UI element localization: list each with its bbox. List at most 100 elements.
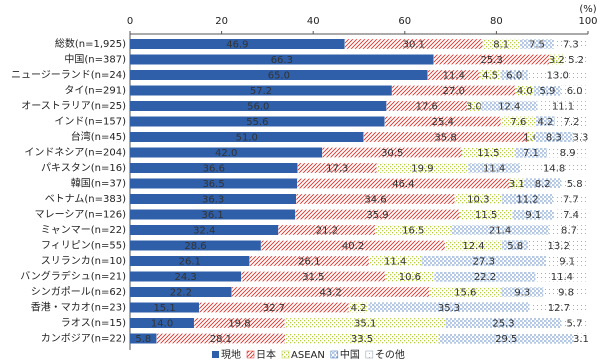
category-label: ラオス(n=15) [61, 317, 126, 329]
category-label: スリランカ(n=10) [41, 255, 126, 267]
value-label: 15.6 [454, 288, 476, 299]
bar-segment [529, 302, 589, 313]
value-label: 27.3 [473, 257, 495, 268]
value-label: 13.0 [547, 71, 569, 82]
value-label: 21.2 [316, 226, 338, 237]
value-label: 25.4 [432, 117, 454, 128]
bar-segment [130, 333, 157, 344]
bar-segment [573, 333, 589, 344]
value-label: 7.4 [563, 210, 579, 221]
value-label: 15.1 [153, 303, 175, 314]
category-label: 台湾(n=45) [71, 130, 126, 143]
value-label: 36.6 [203, 164, 225, 175]
value-label: 13.2 [548, 241, 570, 252]
value-label: 12.7 [548, 303, 570, 314]
value-label: 25.3 [492, 319, 514, 330]
value-label: 4.5 [482, 71, 498, 82]
value-label: 55.6 [246, 117, 268, 128]
legend-swatch [365, 350, 374, 359]
value-label: 4.2 [351, 303, 367, 314]
category-label: 韓国(n=37) [71, 178, 126, 190]
value-label: 36.1 [202, 210, 224, 221]
value-label: 5.8 [567, 179, 583, 190]
value-label: 9.3 [514, 288, 530, 299]
value-label: 7.1 [523, 148, 539, 159]
value-label: 5.7 [567, 319, 583, 330]
value-label: 11.4 [551, 272, 573, 283]
value-label: 22.2 [474, 272, 496, 283]
legend-label: 中国 [340, 348, 360, 361]
bar-segment [535, 271, 589, 282]
value-label: 7.5 [529, 40, 545, 51]
legend-label: その他 [375, 348, 405, 361]
value-label: 12.4 [462, 241, 484, 252]
bar-segment [130, 54, 434, 65]
category-label: 香港・マカオ(n=23) [31, 302, 126, 314]
value-label: 26.1 [298, 257, 320, 268]
value-label: 6.0 [567, 86, 583, 97]
bar-segment [543, 286, 589, 298]
value-label: 57.2 [250, 86, 272, 97]
value-label: 5.9 [540, 86, 556, 97]
value-label: 10.3 [467, 195, 489, 206]
value-label: 30.1 [403, 40, 425, 51]
legend-label: ASEAN [291, 350, 325, 361]
bar-segment [130, 85, 392, 96]
value-label: 8.2 [535, 179, 551, 190]
value-label: 26.1 [179, 257, 201, 268]
x-tick-label: 60 [398, 16, 411, 27]
value-label: 21.4 [489, 226, 511, 237]
value-label: 8.1 [493, 40, 509, 51]
category-label: フィリピン(n=55) [41, 240, 126, 252]
bar-segment [537, 100, 589, 112]
value-label: 46.4 [392, 179, 414, 190]
value-label: 46.9 [226, 40, 248, 51]
value-label: 24.3 [175, 272, 197, 283]
value-label: 14.0 [151, 319, 173, 330]
value-label: 6.0 [506, 71, 522, 82]
bar-segment [546, 255, 589, 267]
value-label: 11.5 [475, 210, 497, 221]
value-label: 29.5 [495, 334, 517, 345]
bar-segment [548, 224, 590, 236]
category-label: 中国(n=387) [64, 53, 126, 66]
value-label: 30.5 [381, 148, 403, 159]
value-label: 7.3 [563, 40, 579, 51]
bar-segment [528, 240, 590, 251]
value-label: 32.7 [263, 303, 285, 314]
bar-segment [520, 162, 589, 174]
bar-segment [130, 287, 232, 297]
value-label: 17.6 [416, 102, 438, 113]
value-label: 7.2 [564, 117, 580, 128]
value-label: 7.6 [510, 117, 526, 128]
bar-segment [572, 131, 589, 143]
value-label: 4.2 [537, 117, 553, 128]
x-tick-label: 40 [307, 16, 320, 27]
value-label: 35.1 [354, 319, 376, 330]
value-label: 5.2 [568, 55, 584, 66]
value-label: 36.3 [202, 195, 224, 206]
value-label: 36.5 [202, 179, 224, 190]
category-label: タイ(n=291) [64, 85, 126, 97]
category-label: オーストラリア(n=25) [21, 100, 126, 112]
legend-swatch [246, 350, 255, 359]
value-label: 43.2 [319, 288, 341, 299]
value-label: 22.2 [170, 288, 192, 299]
legend-label: 現地 [221, 348, 241, 361]
x-tick-label: 100 [578, 16, 597, 27]
bar-segment [130, 147, 323, 158]
value-label: 4.0 [517, 86, 533, 97]
bar-segment [527, 69, 588, 81]
legend-swatch [281, 350, 290, 359]
value-label: 11.4 [384, 257, 406, 268]
bar-segment [130, 240, 261, 251]
value-label: 11.2 [516, 195, 538, 206]
value-label: 42.0 [215, 148, 237, 159]
category-label: シンガポール(n=62) [31, 286, 126, 298]
category-label: インドネシア(n=204) [24, 147, 126, 159]
value-label: 12.4 [498, 102, 520, 113]
bar-segment [130, 163, 298, 173]
bar-segment [130, 225, 279, 235]
value-label: 5.8 [507, 241, 523, 252]
